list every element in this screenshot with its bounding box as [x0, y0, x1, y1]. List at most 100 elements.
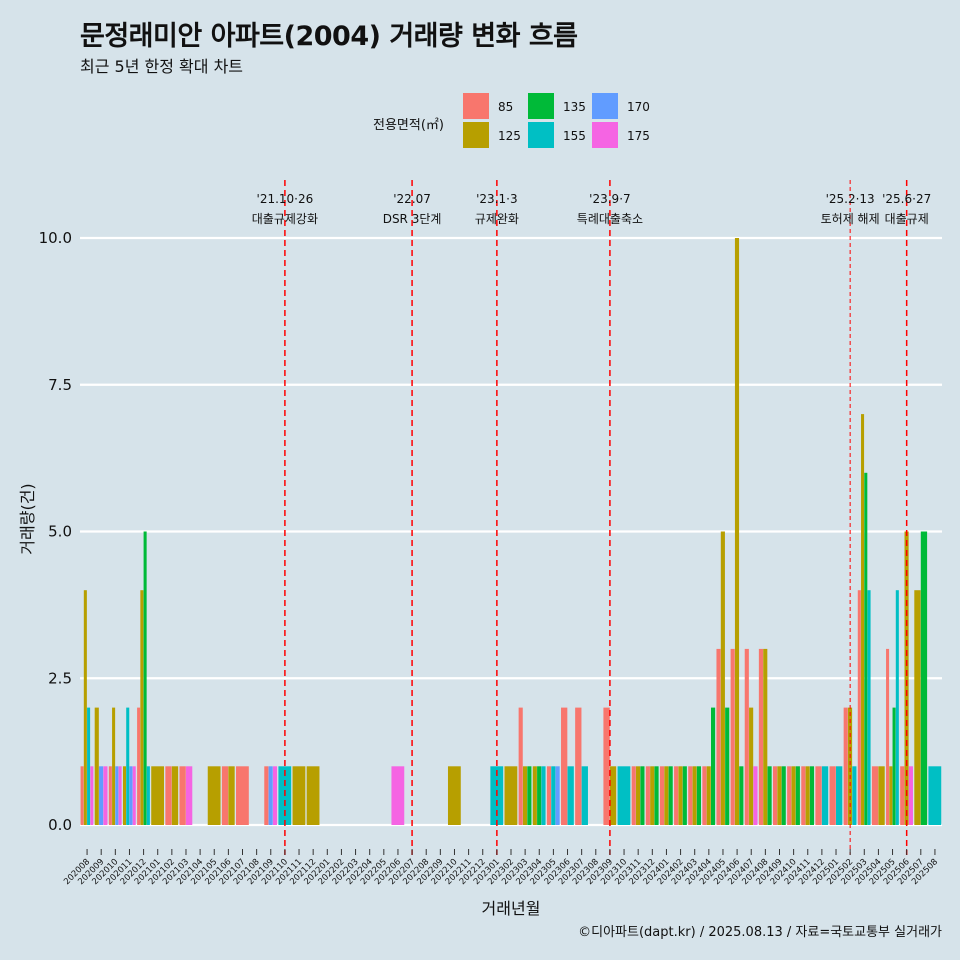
bar-170-202109 — [268, 766, 273, 825]
bar-85-202102 — [165, 766, 172, 825]
event-date-label: '23.1·3 — [476, 192, 517, 206]
bar-155-202011 — [126, 707, 130, 825]
bar-85-202503 — [857, 590, 861, 825]
bar-85-202411 — [801, 766, 806, 825]
bar-125-202402 — [678, 766, 683, 825]
bar-155-202503 — [867, 590, 871, 825]
bar-125-202008 — [83, 590, 87, 825]
bar-125-202311 — [636, 766, 641, 825]
bar-175-202008 — [90, 766, 94, 825]
bar-135-202312 — [654, 766, 659, 825]
bar-85-202402 — [674, 766, 679, 825]
bar-135-202403 — [696, 766, 702, 825]
bar-175-202011 — [132, 766, 136, 825]
event-name-label: 규제완화 — [475, 212, 519, 226]
y-axis-title: 거래량(건) — [18, 483, 37, 554]
bar-135-202405 — [725, 707, 730, 825]
bar-85-202106 — [221, 766, 229, 825]
bar-85-202307 — [575, 707, 582, 825]
bar-85-202502 — [843, 707, 848, 825]
bar-155-202505 — [895, 590, 899, 825]
event-name-label: DSR 3단계 — [383, 212, 442, 226]
bar-85-202404 — [702, 766, 707, 825]
bar-135-202409 — [781, 766, 786, 825]
legend-label-125: 125 — [498, 129, 521, 143]
legend-title: 전용면적(㎡) — [373, 118, 444, 133]
bar-125-202506 — [904, 531, 909, 825]
bar-125-202410 — [791, 766, 796, 825]
bar-175-202206 — [391, 766, 405, 825]
y-axis: 0.0 2.5 5.0 7.5 10.0 — [39, 229, 72, 834]
bar-135-202408 — [767, 766, 772, 825]
bar-135-202311 — [640, 766, 645, 825]
source-caption: ©디아파트(dapt.kr) / 2025.08.13 / 자료=국토교통부 실… — [578, 925, 942, 940]
bar-125-202010 — [112, 707, 116, 825]
bar-125-202502 — [847, 707, 853, 825]
bar-85-202010 — [108, 766, 112, 825]
bar-125-202504 — [878, 766, 885, 825]
bar-series — [80, 238, 942, 825]
bar-155-202306 — [567, 766, 574, 825]
bar-85-202403 — [688, 766, 693, 825]
bar-125-202112 — [306, 766, 320, 825]
chart-subtitle: 최근 5년 한정 확대 차트 — [80, 57, 244, 76]
bar-85-202401 — [659, 766, 665, 825]
event-date-label: '22.07 — [393, 192, 431, 206]
bar-175-202407 — [753, 766, 758, 825]
bar-125-202111 — [292, 766, 306, 825]
bar-125-202210 — [447, 766, 461, 825]
bar-85-202109 — [264, 766, 269, 825]
legend-key-175 — [592, 122, 618, 148]
event-name-label: 특례대출축소 — [577, 212, 643, 226]
bar-170-202009 — [99, 766, 104, 825]
bar-155-202012 — [146, 766, 150, 825]
legend-key-135 — [528, 93, 554, 119]
bar-175-202506 — [908, 766, 913, 825]
bar-85-202405 — [716, 648, 721, 825]
bar-85-202501 — [829, 766, 836, 825]
bar-175-202010 — [118, 766, 122, 825]
grid-lines — [80, 236, 942, 827]
bar-85-202406 — [730, 648, 735, 825]
bar-85-202504 — [871, 766, 879, 825]
event-lines: '21.10·26 대출규제강화 '22.07 DSR 3단계 '23.1·3 규제완화 '… — [252, 180, 931, 855]
legend-key-155 — [528, 122, 554, 148]
x-axis: 2020082020092020102020112020122021012021… — [62, 849, 940, 887]
legend-label-85: 85 — [498, 100, 514, 114]
y-tick-label: 0.0 — [48, 816, 72, 834]
bar-85-202305 — [546, 766, 552, 825]
bar-125-202011 — [122, 766, 127, 825]
event-date-label: '23.9·7 — [589, 192, 630, 206]
bar-125-202405 — [720, 531, 725, 825]
legend-label-170: 170 — [627, 100, 650, 114]
bar-155-202008 — [87, 707, 91, 825]
bar-125-202407 — [749, 707, 754, 825]
bar-125-202302 — [504, 766, 518, 825]
chart-title: 문정래미안 아파트(2004) 거래량 변화 흐름 — [80, 21, 578, 52]
bar-135-202304 — [537, 766, 542, 825]
bar-85-202505 — [886, 648, 890, 825]
bar-125-202102 — [171, 766, 179, 825]
bar-170-202305 — [555, 766, 560, 825]
y-tick-label: 10.0 — [39, 229, 72, 247]
event-date-label: '25.2·13 — [826, 192, 875, 206]
bar-125-202312 — [650, 766, 655, 825]
bar-175-202009 — [103, 766, 108, 825]
bar-155-202412 — [821, 766, 829, 825]
bar-135-202404 — [711, 707, 716, 825]
bar-125-202303 — [522, 766, 528, 825]
bar-125-202106 — [228, 766, 235, 825]
bar-135-202401 — [668, 766, 673, 825]
bar-135-202503 — [864, 472, 868, 825]
event-name-label: 대출규제강화 — [252, 212, 318, 226]
legend-label-135: 135 — [563, 100, 586, 114]
bar-125-202309 — [609, 766, 617, 825]
bar-135-202507 — [920, 531, 928, 825]
bar-155-202305 — [551, 766, 556, 825]
bar-135-202303 — [527, 766, 532, 825]
bar-85-202008 — [80, 766, 84, 825]
bar-135-202411 — [809, 766, 815, 825]
bar-125-202105 — [207, 766, 221, 825]
legend-label-155: 155 — [563, 129, 586, 143]
